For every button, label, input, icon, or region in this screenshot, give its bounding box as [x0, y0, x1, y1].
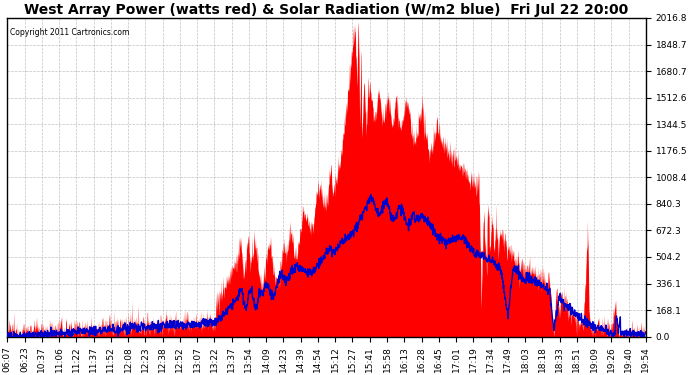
Title: West Array Power (watts red) & Solar Radiation (W/m2 blue)  Fri Jul 22 20:00: West Array Power (watts red) & Solar Rad… [24, 3, 629, 17]
Text: Copyright 2011 Cartronics.com: Copyright 2011 Cartronics.com [10, 27, 130, 36]
